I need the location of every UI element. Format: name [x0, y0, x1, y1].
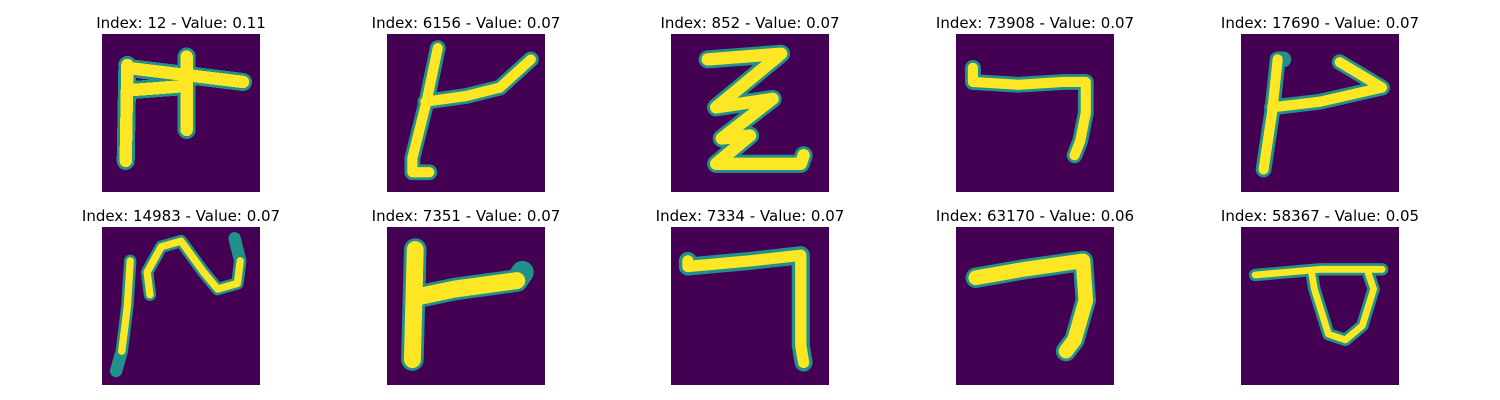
image-cell-63170: Index: 63170 - Value: 0.06	[936, 207, 1134, 387]
image-title: Index: 7351 - Value: 0.07	[371, 207, 561, 225]
image-cell-12: Index: 12 - Value: 0.11	[96, 14, 266, 194]
image-cell-7351: Index: 7351 - Value: 0.07	[372, 207, 560, 387]
handwritten-glyph-image	[1241, 34, 1399, 192]
image-title: Index: 73908 - Value: 0.07	[935, 14, 1135, 32]
image-title: Index: 6156 - Value: 0.07	[371, 14, 561, 32]
image-title: Index: 14983 - Value: 0.07	[81, 207, 281, 225]
image-title: Index: 17690 - Value: 0.07	[1220, 14, 1420, 32]
image-cell-58367: Index: 58367 - Value: 0.05	[1221, 207, 1419, 387]
handwritten-glyph-image	[387, 34, 545, 192]
handwritten-glyph-image	[671, 34, 829, 192]
handwritten-glyph-image	[956, 227, 1114, 385]
image-title: Index: 58367 - Value: 0.05	[1220, 207, 1420, 225]
image-cell-73908: Index: 73908 - Value: 0.07	[936, 14, 1134, 194]
image-cell-852: Index: 852 - Value: 0.07	[660, 14, 840, 194]
handwritten-glyph-image	[956, 34, 1114, 192]
handwritten-glyph-image	[387, 227, 545, 385]
handwritten-glyph-image	[1241, 227, 1399, 385]
image-cell-7334: Index: 7334 - Value: 0.07	[656, 207, 844, 387]
handwritten-glyph-image	[671, 227, 829, 385]
image-cell-17690: Index: 17690 - Value: 0.07	[1221, 14, 1419, 194]
image-cell-14983: Index: 14983 - Value: 0.07	[82, 207, 280, 387]
handwritten-glyph-image	[102, 34, 260, 192]
image-title: Index: 7334 - Value: 0.07	[655, 207, 845, 225]
handwritten-glyph-image	[102, 227, 260, 385]
image-cell-6156: Index: 6156 - Value: 0.07	[372, 14, 560, 194]
image-title: Index: 63170 - Value: 0.06	[935, 207, 1135, 225]
image-title: Index: 12 - Value: 0.11	[96, 14, 266, 32]
image-title: Index: 852 - Value: 0.07	[660, 14, 840, 32]
